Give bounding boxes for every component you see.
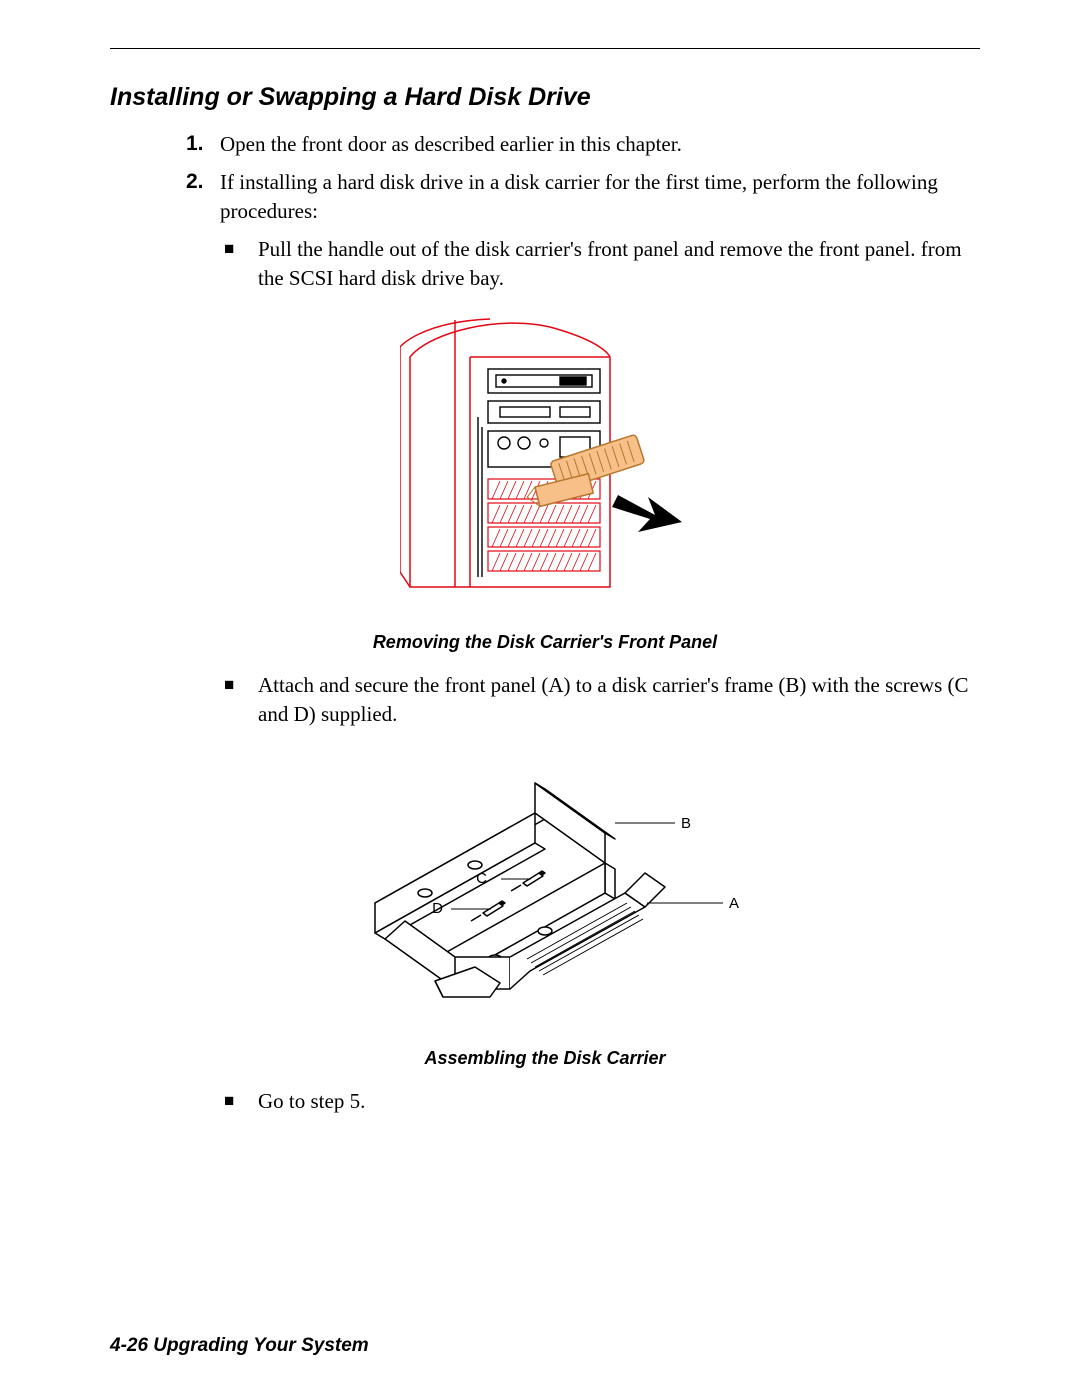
- server-front-illustration: [400, 317, 690, 597]
- bullet-text: Pull the handle out of the disk carrier'…: [258, 235, 980, 293]
- sub-bullets-3: ■ Go to step 5.: [110, 1087, 980, 1116]
- section-heading: Installing or Swapping a Hard Disk Drive: [110, 83, 980, 112]
- disk-carrier-illustration: B A C D: [335, 753, 755, 1013]
- figure-2: B A C D: [110, 753, 980, 1018]
- label-d: D: [432, 900, 443, 917]
- figure-2-caption: Assembling the Disk Carrier: [110, 1048, 980, 1069]
- page-footer: 4-26 Upgrading Your System: [110, 1335, 369, 1357]
- label-a: A: [729, 895, 739, 912]
- label-c: C: [476, 870, 487, 887]
- bullet-item: ■ Attach and secure the front panel (A) …: [110, 671, 980, 729]
- figure-1-caption: Removing the Disk Carrier's Front Panel: [110, 632, 980, 653]
- sub-bullets: ■ Pull the handle out of the disk carrie…: [110, 235, 980, 293]
- ordered-steps: 1. Open the front door as described earl…: [110, 130, 980, 225]
- top-rule: [110, 48, 980, 49]
- step-number: 2.: [186, 168, 220, 196]
- square-bullet-icon: ■: [224, 1087, 258, 1115]
- bullet-item: ■ Pull the handle out of the disk carrie…: [110, 235, 980, 293]
- step-1: 1. Open the front door as described earl…: [110, 130, 980, 158]
- step-number: 1.: [186, 130, 220, 158]
- step-2: 2. If installing a hard disk drive in a …: [110, 168, 980, 225]
- figure-1: [110, 317, 980, 602]
- square-bullet-icon: ■: [224, 671, 258, 699]
- label-b: B: [681, 815, 691, 832]
- step-text: If installing a hard disk drive in a dis…: [220, 168, 980, 225]
- bullet-text: Attach and secure the front panel (A) to…: [258, 671, 980, 729]
- step-text: Open the front door as described earlier…: [220, 130, 980, 158]
- bullet-text: Go to step 5.: [258, 1087, 980, 1116]
- square-bullet-icon: ■: [224, 235, 258, 263]
- page: Installing or Swapping a Hard Disk Drive…: [0, 0, 1080, 1397]
- bullet-item: ■ Go to step 5.: [110, 1087, 980, 1116]
- sub-bullets-2: ■ Attach and secure the front panel (A) …: [110, 671, 980, 729]
